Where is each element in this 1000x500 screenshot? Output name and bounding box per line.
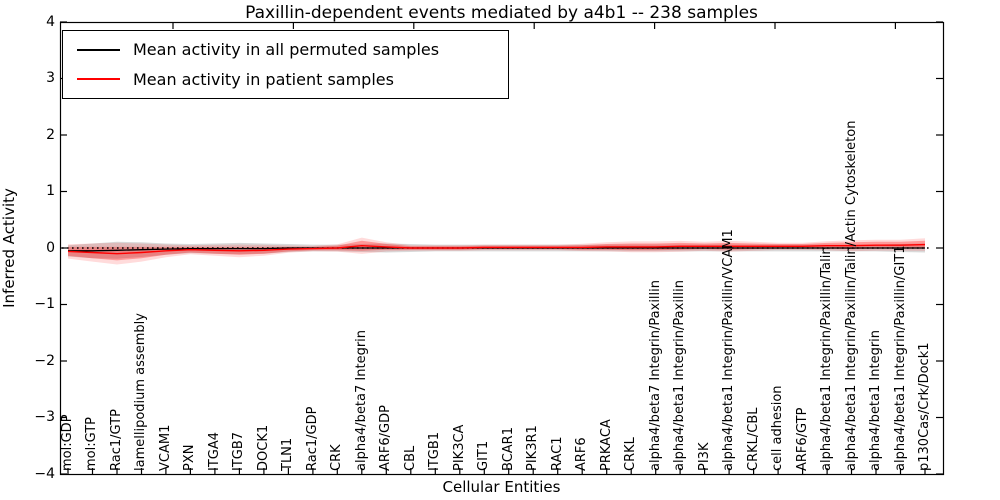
- legend-label-patient: Mean activity in patient samples: [133, 69, 394, 89]
- y-tick-label: 4: [46, 13, 55, 30]
- y-tick-label: −2: [34, 352, 55, 369]
- x-tick-label: ITGB1: [427, 431, 443, 471]
- legend-row-patient: Mean activity in patient samples: [63, 70, 508, 89]
- x-tick-label: CRKL: [623, 437, 639, 471]
- x-tick-label: alpha4/beta7 Integrin/Paxillin: [647, 279, 663, 471]
- x-tick-label: Rac1/GDP: [304, 406, 320, 471]
- x-tick-label: CBL: [402, 445, 418, 471]
- y-tick-label: −4: [34, 465, 55, 482]
- y-tick-label: −3: [34, 409, 55, 425]
- legend-row-permuted: Mean activity in all permuted samples: [63, 40, 508, 59]
- x-tick-label: GIT1: [476, 440, 492, 471]
- x-tick-label: PRKACA: [598, 419, 614, 471]
- x-tick-label: cell adhesion: [770, 385, 786, 471]
- y-tick-label: 2: [46, 126, 55, 143]
- chart-title: Paxillin-dependent events mediated by a4…: [245, 3, 758, 23]
- x-tick-label: CRK: [329, 444, 345, 471]
- patient-line-swatch: [77, 78, 120, 81]
- x-tick-label: mol:GDP: [60, 414, 75, 471]
- y-tick-label: 0: [46, 239, 55, 256]
- y-tick-label: 1: [46, 183, 55, 199]
- x-tick-label: RAC1: [549, 436, 565, 471]
- x-tick-label: DOCK1: [255, 424, 271, 471]
- x-tick-label: VCAM1: [157, 424, 173, 471]
- x-tick-label: alpha4/beta1 Integrin/Paxillin/Talin: [819, 246, 835, 471]
- x-tick-label: ITGB7: [231, 431, 247, 471]
- x-tick-label: alpha4/beta1 Integrin/Paxillin/VCAM1: [721, 229, 737, 471]
- x-tick-label: ARF6: [574, 437, 590, 471]
- x-tick-label: PXN: [182, 444, 198, 471]
- x-tick-label: mol:GTP: [84, 417, 100, 471]
- x-tick-label: alpha4/beta1 Integrin: [868, 329, 884, 471]
- permuted-line-swatch: [77, 48, 120, 51]
- patient-band-outer: [68, 237, 925, 265]
- x-tick-label: BCAR1: [500, 427, 516, 471]
- x-tick-label: CRKL/CBL: [745, 407, 761, 472]
- y-tick-label: 3: [46, 70, 55, 86]
- patient-mean-line: [67, 243, 926, 255]
- x-tick-label: lamellipodium assembly: [133, 313, 149, 471]
- x-tick-label: alpha4/beta1 Integrin/Paxillin/Talin/Act…: [843, 120, 859, 471]
- x-tick-label: alpha4/beta1 Integrin/Paxillin: [672, 279, 688, 471]
- x-tick-label: ARF6/GTP: [794, 407, 810, 471]
- legend: Mean activity in all permuted samples Me…: [62, 30, 509, 99]
- legend-label-permuted: Mean activity in all permuted samples: [133, 40, 440, 60]
- x-axis-label: Cellular Entities: [442, 478, 561, 496]
- x-tick-label: alpha4/beta1 Integrin/Paxillin/GIT1: [892, 245, 908, 471]
- x-tick-label: PIK3CA: [451, 424, 467, 471]
- x-tick-label: ITGA4: [206, 431, 222, 471]
- x-tick-label: TLN1: [280, 437, 296, 471]
- x-tick-label: PIK3R1: [525, 425, 541, 471]
- x-tick-label: Rac1/GTP: [108, 409, 124, 471]
- y-tick-label: −1: [34, 296, 55, 312]
- x-tick-label: alpha4/beta7 Integrin: [353, 329, 369, 471]
- x-tick-label: p130Cas/Crk/Dock1: [917, 342, 932, 471]
- x-tick-label: ARF6/GDP: [378, 405, 394, 471]
- x-tick-label: PI3K: [696, 442, 712, 471]
